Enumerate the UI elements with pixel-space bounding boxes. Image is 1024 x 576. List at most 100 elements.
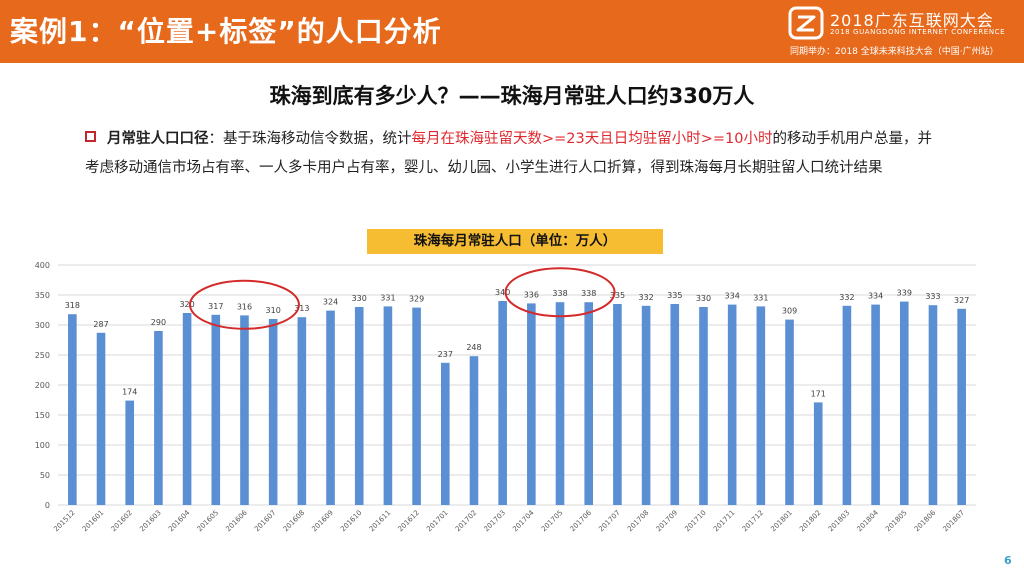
x-tick-label: 201711 [712,509,737,534]
data-label: 329 [409,295,424,304]
x-tick-label: 201703 [483,509,508,534]
bar [641,305,651,505]
description-paragraph: 月常驻人口口径：基于珠海移动信令数据，统计每月在珠海驻留天数>=23天且日均驻留… [85,125,945,183]
bar [211,314,221,505]
data-label: 327 [954,296,969,305]
slide-subtitle: 珠海到底有多少人？——珠海月常驻人口约330万人 [269,84,755,108]
bar [125,400,135,505]
data-label: 340 [495,288,510,297]
bar [498,301,507,505]
bar [440,362,450,505]
bar [670,304,680,505]
x-tick-label: 201804 [855,508,880,533]
data-label: 290 [151,318,166,327]
bar [957,308,966,505]
data-label: 331 [380,293,395,302]
data-label: 309 [782,307,797,316]
x-tick-label: 201707 [597,509,622,534]
data-label: 335 [610,291,625,300]
bar [584,302,594,505]
bar [154,331,163,505]
bar [727,304,737,505]
data-label: 287 [93,320,108,329]
data-label: 336 [524,290,539,299]
bar [354,307,364,505]
bar [96,332,106,505]
data-label: 338 [581,289,596,298]
data-label: 330 [352,294,367,303]
x-tick-label: 201611 [368,509,393,534]
x-tick-label: 201607 [253,509,278,534]
description-text-after: 的移动手机用户总量，并考虑移动通信市场占有率、一人多卡用户占有率，婴儿、幼儿园、… [85,131,932,176]
data-label: 316 [237,302,252,311]
x-tick-label: 201708 [626,509,651,534]
x-tick-label: 201702 [454,509,479,534]
y-tick-label: 350 [35,291,50,300]
x-tick-label: 201610 [339,509,364,534]
x-tick-label: 201706 [569,508,594,533]
x-tick-label: 201604 [167,508,192,533]
highlight-circle [188,279,300,330]
data-label: 324 [323,298,338,307]
data-label: 334 [868,292,883,301]
bar [813,402,823,505]
bar [899,301,909,505]
co-event-text: 同期举办：2018 全球未来科技大会（中国·广州站） [790,47,999,57]
page-number: 6 [1004,554,1012,567]
bar [613,304,622,505]
x-tick-label: 201601 [81,509,106,534]
y-tick-label: 50 [40,471,50,480]
population-bar-chart: 0 50 100 150 200 250 300 350 400 318 201512 287 2016… [35,261,976,534]
data-label: 331 [753,293,768,302]
data-label: 171 [811,389,826,398]
bar [240,315,249,505]
bar [699,307,708,505]
x-tick-label: 201606 [224,508,249,533]
data-label: 313 [294,304,309,313]
x-tick-label: 201806 [913,508,938,533]
bar [326,310,335,505]
bar [842,305,852,505]
x-tick-label: 201805 [884,509,909,534]
x-tick-label: 201704 [511,508,536,533]
bar [383,306,393,505]
conference-name: 2018广东互联网大会 [830,11,994,30]
bar [68,314,77,505]
bar [871,304,880,505]
x-tick-label: 201705 [540,509,565,534]
x-tick-label: 201602 [110,509,135,534]
data-label: 339 [897,289,912,298]
x-tick-label: 201710 [683,509,708,534]
y-tick-label: 400 [35,261,50,270]
data-label: 318 [65,301,80,310]
bar [527,303,536,505]
data-label: 320 [179,300,194,309]
y-tick-label: 100 [35,441,50,450]
bar [469,356,479,505]
x-tick-label: 201612 [396,509,421,534]
bar [928,305,938,505]
data-label: 237 [438,350,453,359]
conference-english-name: 2018 GUANGDONG INTERNET CONFERENCE [830,28,1006,36]
data-label: 335 [667,291,682,300]
description-highlight: 每月在珠海驻留天数>=23天且日均驻留小时>=10小时 [411,131,773,147]
y-tick-label: 300 [35,321,50,330]
y-tick-label: 250 [35,351,50,360]
x-tick-label: 201802 [798,509,823,534]
x-tick-label: 201803 [827,509,852,534]
x-tick-label: 201609 [310,509,335,534]
bullet-square-icon [85,131,96,142]
x-tick-label: 201512 [52,509,77,534]
data-label: 332 [839,293,854,302]
y-tick-label: 200 [35,381,50,390]
data-label: 333 [925,292,940,301]
highlight-circle [504,267,616,318]
description-label: 月常驻人口口径 [107,131,209,147]
data-label: 338 [552,289,567,298]
data-label: 317 [208,302,223,311]
x-tick-label: 201801 [769,509,794,534]
bar [785,319,794,505]
chart-title: 珠海每月常驻人口（单位：万人） [367,229,663,254]
bar [182,313,192,505]
x-tick-label: 201709 [655,509,680,534]
